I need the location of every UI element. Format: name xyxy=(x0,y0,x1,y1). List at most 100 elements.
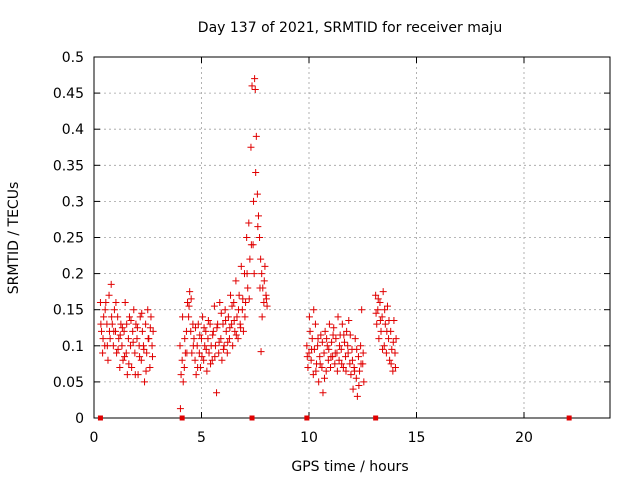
data-point xyxy=(378,313,386,321)
data-point xyxy=(184,298,192,306)
data-point xyxy=(216,298,224,306)
data-point xyxy=(115,335,123,343)
data-point xyxy=(100,313,108,321)
data-point xyxy=(309,371,317,379)
data-point xyxy=(245,295,253,303)
data-point xyxy=(257,348,265,356)
data-point xyxy=(386,356,394,364)
x-tick-label: 0 xyxy=(90,430,99,446)
data-point xyxy=(360,378,368,386)
data-point xyxy=(385,335,393,343)
data-point xyxy=(391,349,399,357)
data-point xyxy=(106,335,114,343)
data-point xyxy=(223,349,231,357)
data-point xyxy=(392,335,400,343)
data-point xyxy=(232,277,240,285)
data-point xyxy=(137,356,145,364)
data-point xyxy=(389,338,397,346)
data-point xyxy=(206,320,214,328)
data-point xyxy=(224,338,232,346)
data-point xyxy=(127,317,135,325)
data-point xyxy=(211,342,219,350)
data-point xyxy=(121,353,129,361)
data-point xyxy=(387,360,395,368)
data-point xyxy=(346,360,354,368)
data-point xyxy=(140,345,148,353)
y-tick-label: 0.35 xyxy=(53,158,84,174)
axis-ticks: 0 0.05 0.1 0.15 0.2 0.25 0.3 0.35 0.4 0.45 0.5 0 5 10… xyxy=(53,50,610,446)
data-point xyxy=(306,327,314,335)
data-point xyxy=(124,335,132,343)
data-point xyxy=(262,295,270,303)
data-point xyxy=(256,234,264,241)
data-point xyxy=(314,342,322,350)
data-point xyxy=(104,356,112,364)
data-point xyxy=(316,360,324,368)
data-point xyxy=(338,320,346,328)
data-point xyxy=(246,255,254,263)
data-point xyxy=(179,378,187,386)
data-point xyxy=(353,392,361,400)
zero-marker xyxy=(566,415,572,421)
data-point xyxy=(374,295,382,303)
data-point xyxy=(120,327,128,335)
data-point xyxy=(234,306,242,314)
data-point xyxy=(317,331,325,339)
data-point xyxy=(320,374,328,382)
data-point xyxy=(143,349,151,357)
data-point xyxy=(250,270,258,278)
data-point xyxy=(205,349,213,357)
data-point xyxy=(213,389,221,397)
data-point xyxy=(242,298,250,306)
data-point xyxy=(376,317,384,325)
x-tick-label: 20 xyxy=(515,430,533,446)
data-point xyxy=(315,378,323,386)
data-point xyxy=(323,335,331,343)
data-point xyxy=(203,367,211,375)
data-point xyxy=(132,320,140,328)
data-point xyxy=(228,320,236,328)
data-point xyxy=(198,335,205,343)
data-point xyxy=(372,291,380,299)
data-point xyxy=(176,405,184,413)
data-point xyxy=(251,75,259,83)
data-point xyxy=(340,338,348,346)
data-point xyxy=(243,270,251,278)
data-point xyxy=(332,335,340,343)
data-point xyxy=(381,306,389,314)
data-point xyxy=(112,298,120,306)
y-tick-label: 0.1 xyxy=(62,339,84,355)
data-point xyxy=(221,306,229,314)
data-point xyxy=(345,317,353,325)
data-point xyxy=(320,349,328,357)
data-point xyxy=(196,331,204,339)
data-point xyxy=(200,324,208,332)
data-point xyxy=(351,367,359,375)
data-point xyxy=(227,291,235,299)
data-points xyxy=(96,75,572,421)
data-point xyxy=(133,324,141,332)
data-point xyxy=(344,342,352,350)
data-point xyxy=(261,262,269,270)
data-point xyxy=(379,288,387,296)
data-point xyxy=(321,327,329,335)
data-point xyxy=(381,320,389,328)
data-point xyxy=(258,313,266,321)
data-point xyxy=(176,342,184,350)
data-point xyxy=(380,342,388,350)
data-point xyxy=(383,327,391,335)
data-point xyxy=(114,345,122,353)
y-tick-label: 0.2 xyxy=(62,267,84,283)
data-point xyxy=(192,371,200,379)
data-point xyxy=(146,324,154,332)
data-point xyxy=(225,335,233,343)
data-point xyxy=(123,371,131,379)
data-point xyxy=(125,360,133,368)
grid-lines xyxy=(94,57,610,418)
data-point xyxy=(325,320,333,328)
data-point xyxy=(101,306,109,314)
data-point xyxy=(127,342,135,350)
data-point xyxy=(314,335,322,343)
data-point xyxy=(307,356,315,364)
x-tick-label: 15 xyxy=(408,430,426,446)
